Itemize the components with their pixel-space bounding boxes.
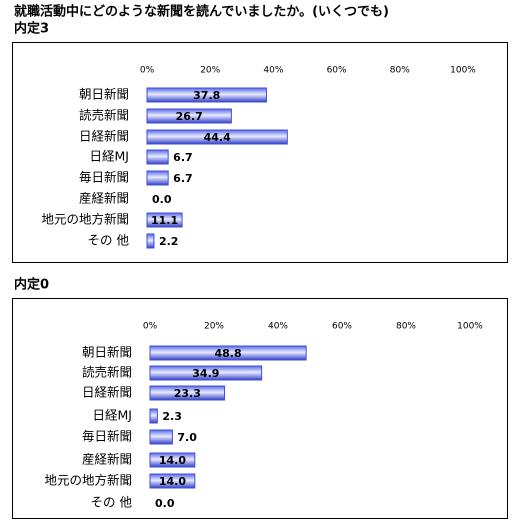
bar [146,108,232,124]
y-tick-label: 地元の地方新聞 [44,473,132,488]
x-tick-label: 100% [457,322,483,332]
bar [146,233,155,249]
chart-frame [12,42,508,263]
chart-title: 就職活動中にどのような新聞を読んでいましたか。(いくつでも) [14,4,389,20]
y-tick-label: その 他 [91,495,133,510]
x-tick-label: 20% [204,322,224,332]
y-tick-label: その 他 [88,233,130,248]
bar [146,87,267,103]
y-tick-label: 地元の地方新聞 [41,212,129,227]
bar [146,129,288,145]
x-tick-label: 0% [140,66,155,76]
x-tick-label: 80% [396,322,416,332]
bar [149,429,173,445]
bar [149,365,263,381]
bar [149,385,226,401]
chart-title: 内定0 [14,277,49,293]
value-label: 26.7 [176,110,203,123]
y-tick-label: 毎日新聞 [82,429,132,444]
x-tick-label: 20% [200,66,220,76]
value-label: 48.8 [215,347,242,360]
bar [146,170,169,186]
y-tick-label: 日経MJ [90,149,129,164]
y-tick-label: 日経新聞 [79,129,129,144]
x-tick-label: 60% [327,66,347,76]
chart-subtitle: 内定3 [14,21,49,37]
value-label: 2.3 [162,410,182,423]
y-tick-label: 朝日新聞 [79,87,129,102]
value-label: 0.0 [152,193,172,206]
y-tick-label: 産経新聞 [79,191,129,206]
bar [149,452,196,468]
value-label: 2.2 [159,235,179,248]
y-tick-label: 毎日新聞 [79,170,129,185]
value-label: 23.3 [174,387,201,400]
bar [146,212,183,228]
x-tick-label: 40% [268,322,288,332]
x-tick-label: 60% [332,322,352,332]
value-label: 14.0 [159,475,186,488]
value-label: 7.0 [177,431,197,444]
value-label: 34.9 [192,367,219,380]
x-tick-label: 80% [390,66,410,76]
bar [149,408,158,424]
y-tick-label: 読売新聞 [82,365,132,380]
value-label: 6.7 [173,172,193,185]
y-tick-label: 日経新聞 [82,385,132,400]
x-tick-label: 0% [143,322,158,332]
bar [146,149,169,165]
x-tick-label: 40% [263,66,283,76]
value-label: 14.0 [159,454,186,467]
value-label: 44.4 [204,131,231,144]
y-tick-label: 日経MJ [93,408,132,423]
y-tick-label: 朝日新聞 [82,345,132,360]
bar [149,345,307,361]
y-tick-label: 読売新聞 [79,108,129,123]
value-label: 37.8 [193,89,220,102]
chart-frame [12,298,508,519]
value-label: 6.7 [173,151,193,164]
value-label: 11.1 [151,214,178,227]
y-tick-label: 産経新聞 [82,452,132,467]
x-tick-label: 100% [450,66,476,76]
value-label: 0.0 [155,497,175,510]
bar [149,473,196,489]
